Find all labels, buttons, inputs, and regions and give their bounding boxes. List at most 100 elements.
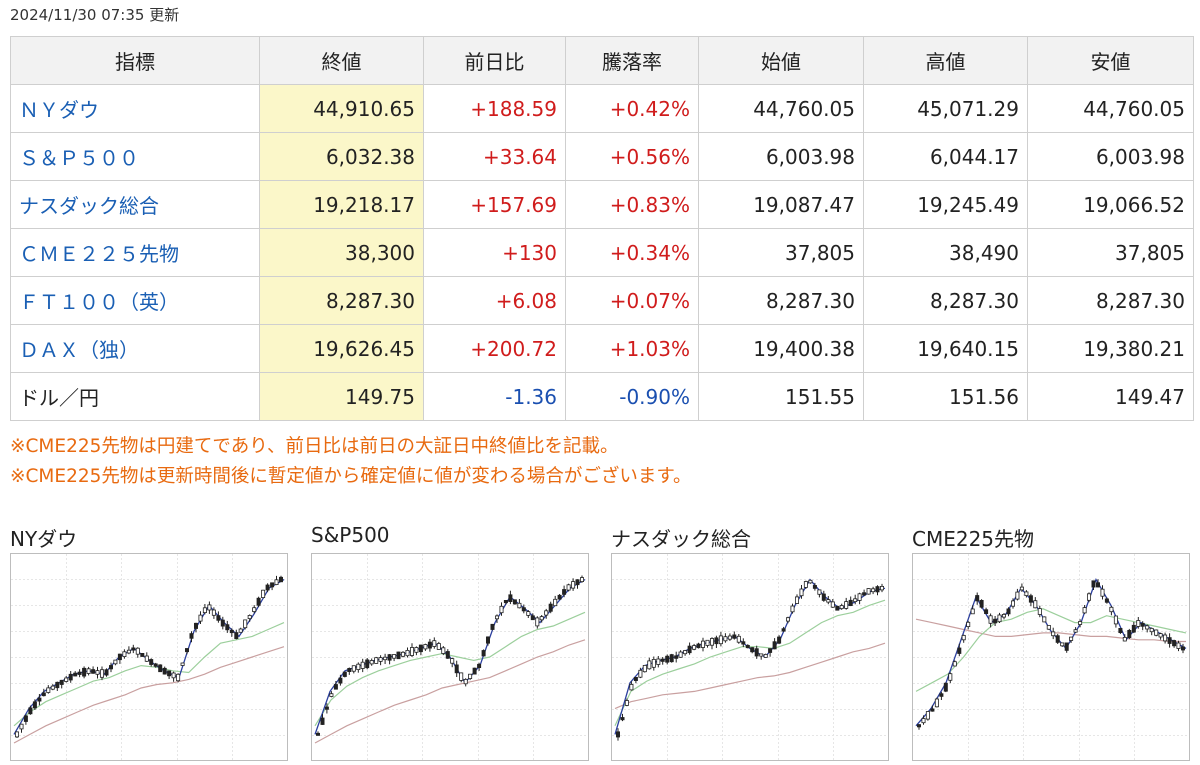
candle-body — [633, 677, 638, 682]
chart-svg — [311, 553, 589, 761]
candle-body — [741, 641, 746, 645]
close-value: 38,300 — [259, 228, 424, 277]
candle-body — [862, 592, 867, 596]
chart-sp500[interactable] — [311, 553, 589, 761]
candle-body — [472, 667, 477, 675]
candle-body — [135, 647, 140, 655]
indicator-name-link[interactable]: ＦＴ１００（英） — [19, 290, 179, 314]
candle-body — [401, 651, 406, 657]
candle-body — [73, 672, 78, 677]
candle-body — [342, 671, 347, 677]
low-value: 6,003.98 — [1027, 132, 1194, 181]
candle-body — [50, 685, 55, 690]
candle-body — [113, 659, 118, 665]
header-percent: 騰落率 — [565, 36, 699, 85]
chart-nasdaq[interactable] — [611, 553, 889, 761]
candle-body — [1122, 637, 1127, 642]
candle-body — [790, 605, 795, 613]
candle-body — [122, 651, 127, 658]
candle-body — [683, 650, 688, 655]
candle-body — [378, 657, 383, 662]
moving-average-long — [314, 639, 586, 744]
candle-body — [19, 723, 24, 730]
candle-body — [144, 655, 149, 662]
candle-body — [445, 651, 450, 659]
candle-body — [1055, 635, 1060, 643]
candle-body — [1015, 591, 1020, 600]
candle-body — [410, 647, 415, 656]
candle-body — [875, 586, 880, 593]
indicator-name-link[interactable]: Ｓ＆Ｐ５００ — [19, 146, 139, 170]
candle-body — [616, 731, 621, 738]
candle-body — [566, 584, 571, 591]
candle-body — [879, 586, 884, 591]
header-close: 終値 — [259, 36, 424, 85]
candle-body — [481, 650, 486, 657]
candle-body — [665, 655, 670, 663]
candle-body — [360, 661, 365, 669]
moving-average-short — [915, 578, 1187, 727]
header-indicator: 指標 — [10, 36, 260, 85]
header-open: 始値 — [698, 36, 864, 85]
candle-body — [207, 604, 212, 611]
candle-body — [539, 616, 544, 621]
chart-nydow[interactable] — [10, 553, 288, 761]
candle-body — [966, 621, 971, 628]
candle-body — [934, 698, 939, 708]
candle-body — [553, 598, 558, 607]
indicator-name-link[interactable]: ＤＡＸ（独） — [19, 338, 139, 362]
candle-body — [701, 640, 706, 648]
high-value: 38,490 — [863, 228, 1028, 277]
indicator-name-cell: ＮＹダウ — [10, 84, 260, 133]
candle-body — [794, 596, 799, 604]
candle-body — [238, 628, 243, 633]
indicator-name-link[interactable]: ＣＭＥ２２５先物 — [19, 242, 179, 266]
candle-body — [347, 668, 352, 673]
candle-body — [857, 593, 862, 601]
chart-cme225[interactable] — [912, 553, 1190, 761]
candle-body — [1127, 630, 1132, 639]
candle-body — [943, 682, 948, 692]
low-value: 37,805 — [1027, 228, 1194, 277]
low-value: 19,380.21 — [1027, 324, 1194, 373]
candle-body — [988, 615, 993, 624]
candle-body — [167, 670, 172, 677]
candle-body — [997, 614, 1002, 623]
candle-body — [1100, 588, 1105, 597]
candle-body — [15, 731, 20, 738]
open-value: 151.55 — [698, 372, 864, 421]
candle-body — [745, 645, 750, 649]
percent-value: +0.83% — [565, 180, 699, 229]
change-value: +157.69 — [423, 180, 566, 229]
candle-body — [521, 607, 526, 612]
candle-body — [871, 588, 876, 593]
candle-body — [1006, 608, 1011, 615]
candle-body — [678, 651, 683, 658]
candle-body — [970, 608, 975, 615]
open-value: 19,400.38 — [698, 324, 864, 373]
candle-body — [642, 665, 647, 673]
chart-svg — [10, 553, 288, 761]
change-value: +188.59 — [423, 84, 566, 133]
candle-body — [324, 706, 329, 710]
indicator-name-cell: Ｓ＆Ｐ５００ — [10, 132, 260, 181]
candle-body — [669, 654, 674, 663]
indicator-name-link[interactable]: ナスダック総合 — [19, 194, 159, 218]
moving-average-long — [915, 618, 1186, 643]
candle-body — [848, 599, 853, 606]
candle-body — [835, 605, 840, 611]
candle-body — [544, 610, 549, 616]
chart-title-nasdaq: ナスダック総合 — [611, 527, 751, 551]
candle-body — [548, 603, 553, 612]
low-value: 8,287.30 — [1027, 276, 1194, 325]
candle-body — [705, 639, 710, 646]
candle-body — [126, 649, 131, 654]
candle-body — [198, 614, 203, 622]
candle-body — [620, 717, 625, 721]
table-row: ＤＡＸ（独） 19,626.45 +200.72 +1.03% 19,400.38 19,… — [10, 324, 1194, 373]
candle-body — [1086, 593, 1091, 601]
candle-body — [270, 582, 275, 588]
candle-body — [562, 589, 567, 595]
candle-body — [392, 654, 397, 659]
indicator-name-link[interactable]: ＮＹダウ — [19, 98, 99, 122]
